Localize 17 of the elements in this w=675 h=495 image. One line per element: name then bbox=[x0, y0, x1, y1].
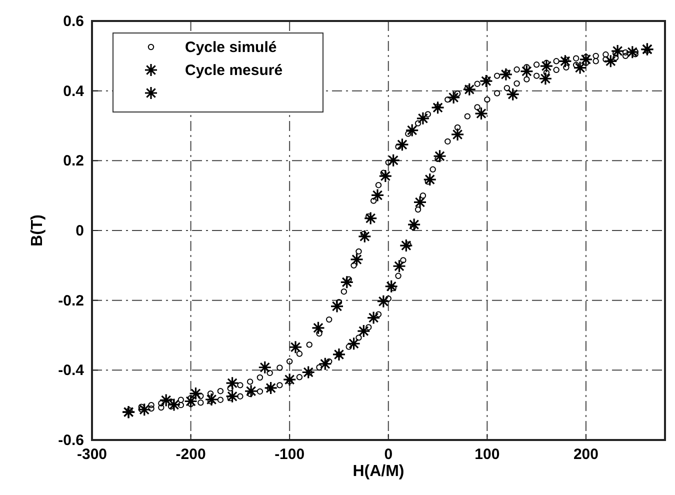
y-tick-label: 0.6 bbox=[63, 13, 84, 30]
x-tick-label: 100 bbox=[474, 446, 500, 463]
legend-label: Cycle mesuré bbox=[185, 62, 283, 79]
x-tick-label: -100 bbox=[274, 446, 305, 463]
y-tick-label: 0.2 bbox=[63, 152, 84, 170]
y-tick-label: 0.4 bbox=[63, 82, 85, 100]
x-tick-label: -200 bbox=[176, 446, 206, 463]
y-tick-label: -0.2 bbox=[58, 292, 84, 310]
x-tick-label: 0 bbox=[384, 446, 393, 463]
y-tick-label: 0 bbox=[76, 222, 84, 240]
y-axis-title: B(T) bbox=[29, 214, 46, 246]
legend-label: Cycle simulé bbox=[185, 39, 277, 56]
x-axis-title: H(A/M) bbox=[352, 463, 404, 480]
y-tick-label: -0.6 bbox=[58, 432, 84, 449]
y-tick-label: -0.4 bbox=[58, 362, 85, 380]
x-tick-label: -300 bbox=[76, 446, 108, 463]
x-tick-label: 200 bbox=[573, 446, 598, 463]
